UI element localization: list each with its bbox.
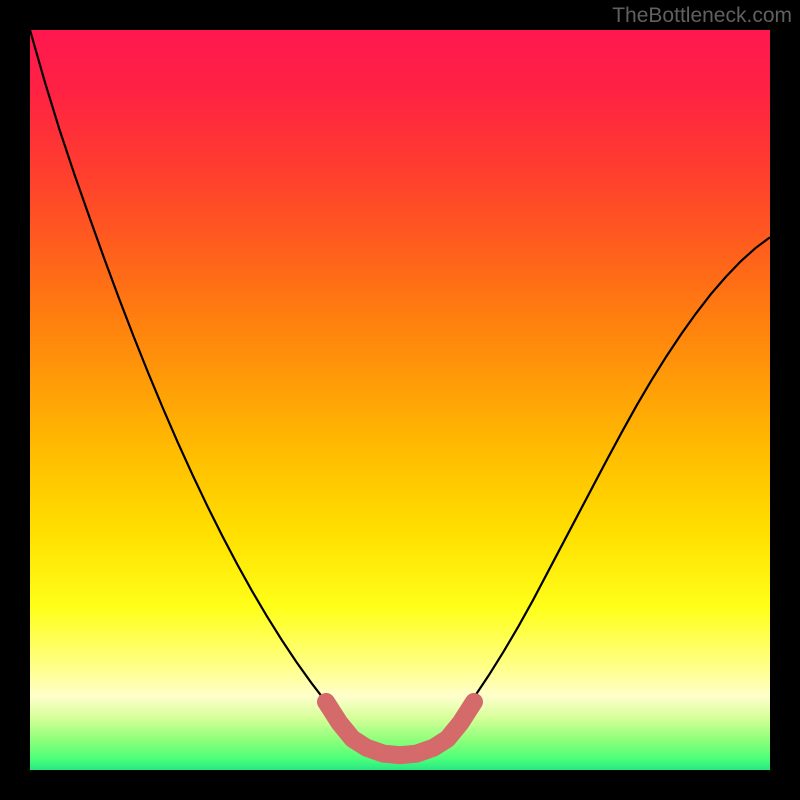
curve-overlay [30,30,770,770]
right-curve [430,237,770,743]
watermark-text: TheBottleneck.com [612,4,792,28]
left-curve [30,30,370,743]
bottleneck-plot [30,30,770,770]
bottom-marker [326,702,474,755]
